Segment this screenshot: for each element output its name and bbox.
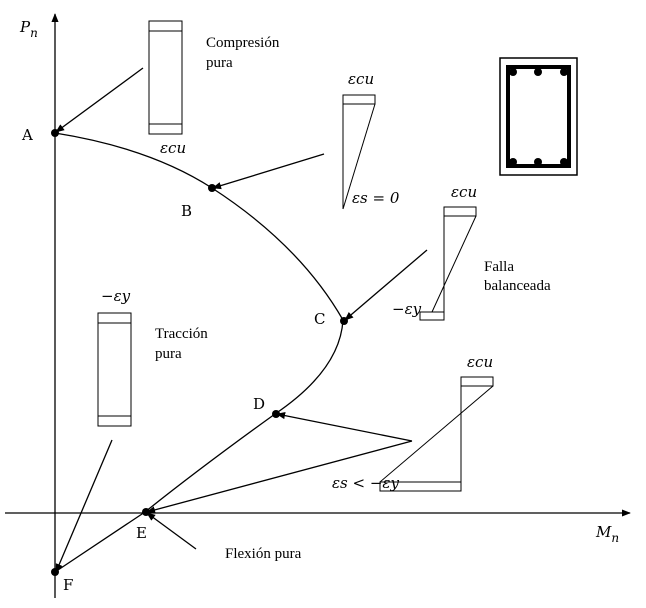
tension-label-line2: pura [155, 346, 182, 362]
x-axis-label: Mn [595, 523, 619, 545]
y-axis-label: Pn [19, 18, 38, 40]
neg-eps-y-c: −εy [392, 300, 422, 318]
eps-cu-b: εcu [348, 70, 374, 88]
tension-strain-block [97, 312, 132, 427]
strain-profile-d [379, 376, 494, 492]
eps-s-less: εs < −εy [332, 474, 399, 492]
compression-label-line1: Compresión [206, 35, 280, 51]
strain-profile-b [342, 94, 376, 210]
strain-profile-c [419, 206, 477, 321]
arrow-to-f [55, 439, 113, 573]
arrow-to-a [55, 67, 144, 133]
arrow-to-b [212, 153, 325, 190]
tension-label-line1: Tracción [155, 326, 208, 342]
balanced-label-line2: balanceada [484, 278, 551, 294]
flexure-label: Flexión pura [225, 546, 302, 562]
label-f: F [63, 576, 73, 594]
label-d: D [253, 395, 265, 413]
arrow-to-e-from-flexure [146, 512, 197, 550]
compression-strain-block [148, 20, 183, 135]
arrow-to-c [344, 249, 428, 321]
eps-s-zero: εs = 0 [352, 189, 400, 207]
label-e: E [136, 524, 147, 542]
compression-label-line2: pura [206, 55, 233, 71]
label-b: B [181, 202, 192, 220]
arrow-to-d [276, 412, 413, 442]
column-section [499, 57, 578, 176]
balanced-label-line1: Falla [484, 259, 514, 275]
label-c: C [314, 310, 325, 328]
eps-cu-d: εcu [467, 353, 493, 371]
eps-cu-c: εcu [451, 183, 477, 201]
label-a: A [21, 126, 33, 144]
eps-cu-compression: εcu [160, 139, 186, 157]
neg-eps-y-tension: −εy [101, 287, 131, 305]
arrow-to-e-from-d [146, 440, 413, 514]
